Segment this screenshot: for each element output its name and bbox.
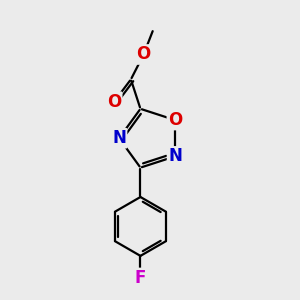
Text: N: N [112, 129, 126, 147]
Text: F: F [135, 269, 146, 287]
Text: O: O [136, 46, 151, 64]
Text: N: N [168, 147, 182, 165]
Text: O: O [168, 111, 182, 129]
Text: O: O [107, 93, 121, 111]
